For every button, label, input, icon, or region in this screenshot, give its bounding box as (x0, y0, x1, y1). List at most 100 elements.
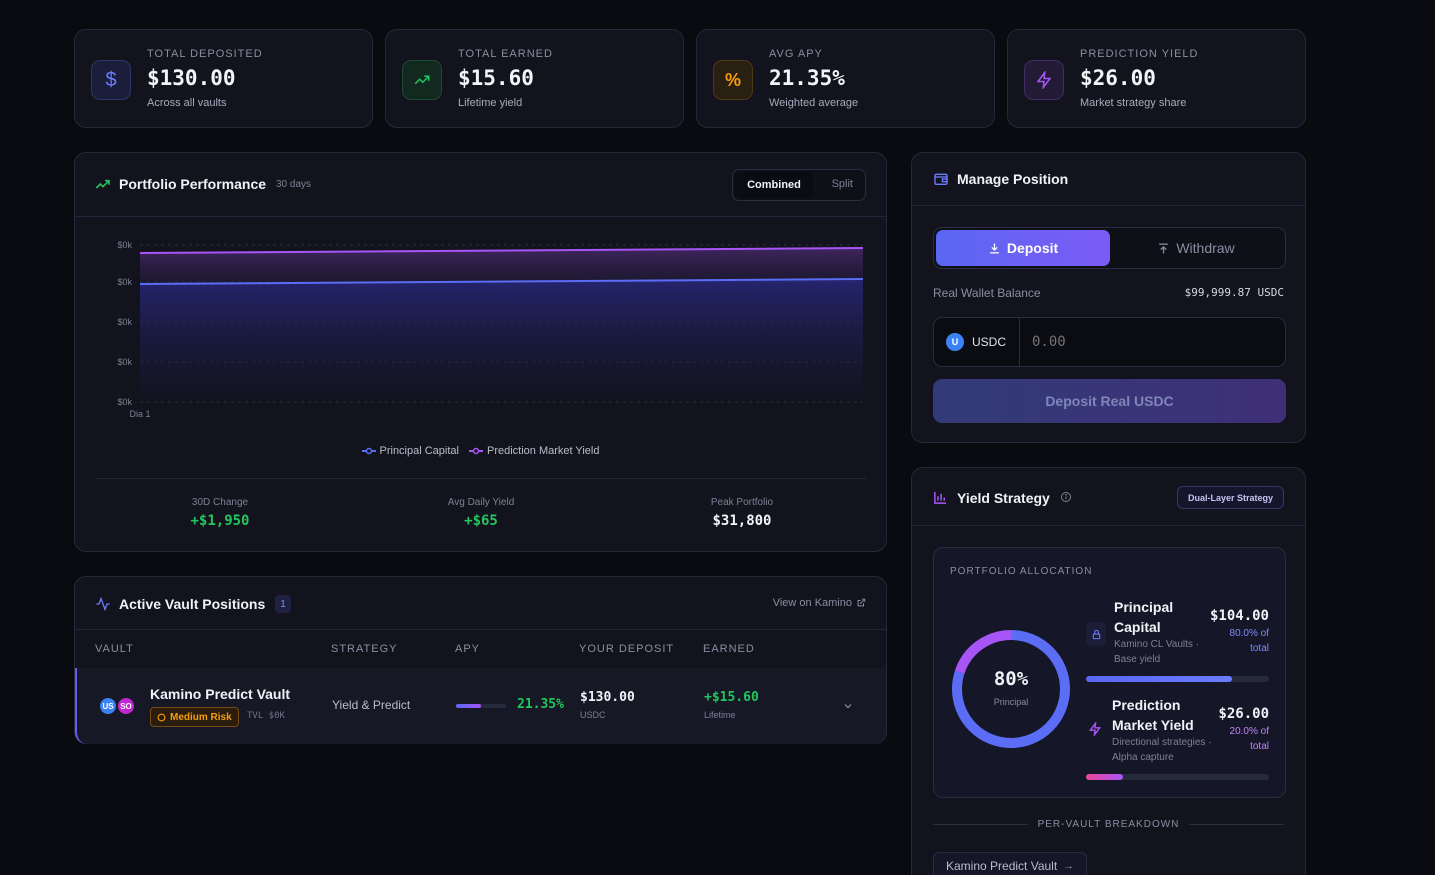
column-header-vault: VAULT (95, 643, 134, 655)
kpi-value: +$1,950 (190, 513, 250, 529)
chevron-down-icon[interactable] (842, 700, 854, 712)
principal-capital-line (139, 278, 864, 285)
principal-desc-line1: Kamino CL Vaults · (1114, 639, 1200, 650)
principal-value: $104.00 (1209, 608, 1269, 624)
percent-icon: % (713, 60, 753, 100)
principal-pct-line2: total (1250, 643, 1269, 654)
donut-value: 80% (993, 668, 1029, 690)
risk-label: Medium Risk (170, 711, 232, 723)
column-header-deposit: YOUR DEPOSIT (579, 643, 675, 655)
bar-chart-icon (934, 491, 947, 504)
kpi-label: 30D Change (191, 497, 249, 508)
table-row[interactable]: US SO Kamino Predict Vault Medium Risk T… (75, 668, 886, 744)
stat-subtitle: Weighted average (769, 97, 859, 109)
principal-desc-line2: Base yield (1114, 654, 1161, 665)
prediction-yield-line (139, 247, 864, 254)
principal-capital-area (140, 279, 863, 402)
chart-view-toggle: Combined Split (732, 169, 866, 201)
prediction-pct-line2: total (1250, 741, 1269, 752)
panel-title: Manage Position (957, 171, 1069, 187)
kpi-value: +$65 (464, 513, 498, 529)
principal-pct-line1: 80.0% of (1229, 628, 1269, 639)
wallet-icon (934, 173, 948, 185)
x-tick: Dia 1 (129, 409, 150, 419)
amount-input-group: U USDC (933, 317, 1286, 367)
yield-strategy-panel: Yield Strategy Dual-Layer Strategy PORTF… (911, 467, 1306, 875)
divider (95, 478, 866, 479)
trending-up-icon (402, 60, 442, 100)
chart-legend: Principal Capital Prediction Market Yiel… (75, 445, 886, 457)
token-label: USDC (972, 335, 1007, 349)
manage-position-panel: Manage Position Deposit Withdraw Real Wa… (911, 152, 1306, 443)
stat-card-prediction-yield: PREDICTION YIELD $26.00 Market strategy … (1007, 29, 1306, 128)
prediction-name-line1: Prediction (1112, 697, 1181, 713)
tab-withdraw[interactable]: Withdraw (1109, 230, 1283, 266)
principal-name-line1: Principal (1114, 599, 1174, 615)
stat-label: AVG APY (769, 48, 823, 60)
y-tick: $0k (117, 317, 132, 327)
amount-input[interactable] (1032, 330, 1272, 354)
stat-value: $130.00 (147, 66, 236, 90)
column-header-earned: EARNED (703, 643, 755, 655)
stat-subtitle: Across all vaults (147, 97, 227, 109)
token-icon-usdc: US (98, 696, 118, 716)
zap-icon (1088, 722, 1102, 736)
external-link-icon (857, 598, 866, 607)
stat-value: $15.60 (458, 66, 534, 90)
tab-label: Withdraw (1176, 240, 1235, 256)
trending-up-icon (95, 179, 110, 189)
legend-label: Principal Capital (379, 445, 459, 457)
principal-bar-fill (1086, 676, 1233, 682)
legend-principal-capital[interactable]: Principal Capital (361, 445, 459, 457)
apy-value: 21.35% (517, 697, 564, 712)
y-tick: $0k (117, 357, 132, 367)
stat-card-total-deposited: $ TOTAL DEPOSITED $130.00 Across all vau… (74, 29, 373, 128)
principal-name-line2: Capital (1114, 619, 1161, 635)
deposit-real-usdc-button[interactable]: Deposit Real USDC (933, 379, 1286, 423)
token-selector[interactable]: U USDC (934, 318, 1020, 366)
portfolio-allocation-card: PORTFOLIO ALLOCATION 80% Principal Princ… (933, 547, 1286, 798)
strategy-badge: Dual-Layer Strategy (1176, 486, 1284, 509)
vault-breakdown-chip[interactable]: Kamino Predict Vault → (933, 852, 1088, 875)
balance-value: $99,999.87 USDC (1184, 286, 1284, 299)
usdc-token-icon: U (946, 333, 964, 351)
info-icon[interactable] (1060, 491, 1072, 503)
stat-card-avg-apy: % AVG APY 21.35% Weighted average (696, 29, 995, 128)
divider (912, 205, 1305, 206)
prediction-desc-line2: Alpha capture (1112, 752, 1174, 763)
chip-label: Kamino Predict Vault (946, 859, 1058, 873)
toggle-split[interactable]: Split (831, 178, 853, 190)
kpi-peak-portfolio: Peak Portfolio $31,800 (642, 497, 842, 529)
divider-right (1189, 824, 1284, 825)
alert-circle-icon (157, 713, 166, 721)
y-tick: $0k (117, 277, 132, 287)
vault-count-badge: 1 (275, 595, 291, 613)
portfolio-performance-panel: Portfolio Performance 30 days Combined S… (74, 152, 887, 552)
prediction-desc-line1: Directional strategies · (1112, 737, 1212, 748)
prediction-bar (1086, 774, 1269, 780)
divider (75, 216, 886, 217)
column-header-apy: APY (455, 643, 481, 655)
deposit-value: $130.00 (580, 690, 635, 705)
panel-title: Active Vault Positions (119, 596, 266, 612)
toggle-combined[interactable]: Combined (735, 172, 813, 198)
vault-name: Kamino Predict Vault (150, 686, 291, 702)
view-on-kamino-link[interactable]: View on Kamino (773, 597, 866, 609)
active-vault-positions-panel: Active Vault Positions 1 View on Kamino … (74, 576, 887, 744)
risk-badge: Medium Risk (150, 707, 239, 727)
legend-prediction-yield[interactable]: Prediction Market Yield (468, 445, 599, 457)
period-label: 30 days (276, 179, 312, 190)
donut-label: Principal (993, 697, 1029, 707)
principal-bar (1086, 676, 1269, 682)
stat-card-total-earned: TOTAL EARNED $15.60 Lifetime yield (385, 29, 684, 128)
prediction-pct-line1: 20.0% of (1229, 726, 1269, 737)
upload-icon (1159, 243, 1169, 253)
prediction-yield-area (140, 248, 863, 284)
arrow-right-icon: → (1063, 860, 1075, 872)
allocation-donut (952, 630, 1070, 748)
lock-icon (1086, 622, 1106, 646)
divider-left (933, 824, 1028, 825)
tab-deposit[interactable]: Deposit (936, 230, 1110, 266)
apy-bar-fill (456, 704, 481, 708)
stat-subtitle: Market strategy share (1080, 97, 1187, 109)
